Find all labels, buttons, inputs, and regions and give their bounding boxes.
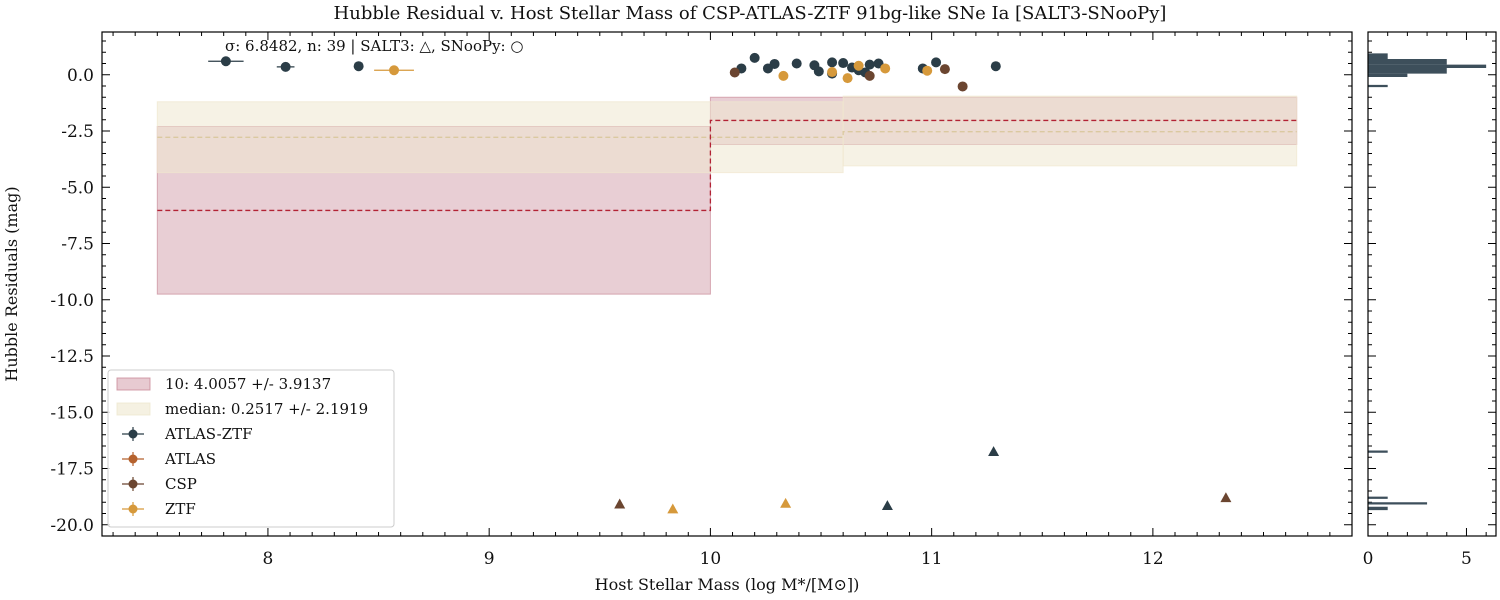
y-tick-label: 0.0 <box>67 66 94 86</box>
y-axis-label: Hubble Residuals (mag) <box>2 186 21 381</box>
stats-annotation: σ: 6.8482, n: 39 | SALT3: △, SNooPy: ○ <box>225 37 523 55</box>
histogram-bar-8 <box>1368 502 1428 505</box>
histogram-bar-6 <box>1368 450 1388 453</box>
legend-box <box>107 369 395 528</box>
hist-x-tick-label: 5 <box>1461 549 1472 569</box>
y-axis-ticks: 0.0 -2.5 -5.0 -7.5 -10.0 -12.5 -15.0 -17.5 -20.0 <box>50 40 1496 537</box>
point-circle-3-2 <box>827 67 838 78</box>
y-tick-label: -15.0 <box>50 403 94 423</box>
point-triangle-2-1 <box>1220 492 1232 503</box>
point-circle-2-0 <box>729 67 740 78</box>
x-tick-label: 8 <box>263 549 274 569</box>
histogram-bar-7 <box>1368 496 1388 499</box>
point-triangle-2-0 <box>614 498 626 509</box>
legend-label-0: 10: 4.0057 +/- 3.9137 <box>165 375 331 393</box>
point-triangle-3-1 <box>780 497 792 508</box>
median-step-line <box>157 131 1297 138</box>
y-tick-label: -10.0 <box>50 291 94 311</box>
point-triangle-0-1 <box>988 446 1000 457</box>
legend-swatch-dot-5 <box>128 504 138 514</box>
histogram-bar-0 <box>1368 53 1388 59</box>
point-circle-0-9 <box>813 66 824 77</box>
legend-label-5: ZTF <box>165 500 196 518</box>
x-tick-label: 9 <box>484 549 495 569</box>
point-circle-0-16 <box>864 59 875 70</box>
legend-swatch-dot-2 <box>128 429 138 439</box>
legend-swatch-dot-3 <box>128 454 138 464</box>
main-plot-frame <box>101 31 1353 537</box>
point-circle-0-19 <box>931 57 942 68</box>
point-circle-0-10 <box>827 57 838 68</box>
point-circle-3-3 <box>842 73 853 84</box>
point-circle-0-2 <box>353 61 364 72</box>
legend-swatch-band-1 <box>116 402 151 416</box>
y-tick-label: -7.5 <box>61 235 94 255</box>
point-circle-0-20 <box>990 61 1001 72</box>
histogram-bar-2 <box>1368 64 1487 68</box>
x-axis-label: Host Stellar Mass (log M*/[M⊙]) <box>595 575 860 594</box>
y-tick-label: -17.5 <box>50 460 94 480</box>
point-circle-0-6 <box>769 58 780 69</box>
mass-step-line <box>157 119 1297 212</box>
histogram-bar-9 <box>1368 506 1388 511</box>
legend-label-2: ATLAS-ZTF <box>164 425 253 443</box>
point-circle-3-0 <box>389 65 400 76</box>
legend-label-1: median: 0.2517 +/- 2.1919 <box>165 400 368 418</box>
y-tick-label: -12.5 <box>50 347 94 367</box>
step-band-3 <box>842 95 1298 167</box>
y-tick-label: -20.0 <box>50 516 94 536</box>
step-bands <box>156 95 1298 295</box>
histogram-bars <box>1368 53 1487 511</box>
step-lines <box>157 119 1297 212</box>
y-tick-label: -5.0 <box>61 178 94 198</box>
point-circle-0-0 <box>220 56 231 67</box>
step-band-2 <box>156 101 844 174</box>
main-plot-area: 8 9 10 11 12 0.0 -2.5 -5.0 -7.5 -10.0 -12.5 -15.0 -… <box>50 31 1496 569</box>
legend-label-3: ATLAS <box>164 450 216 468</box>
point-circle-0-7 <box>791 58 802 69</box>
point-circle-2-1 <box>864 70 875 81</box>
point-circle-2-3 <box>957 81 968 92</box>
legend: 10: 4.0057 +/- 3.9137 median: 0.2517 +/- … <box>107 369 395 528</box>
point-circle-0-4 <box>749 52 760 63</box>
point-circle-0-1 <box>280 61 291 72</box>
histogram-bar-3 <box>1368 68 1447 74</box>
x-axis-ticks: 8 9 10 11 12 <box>112 32 1331 569</box>
point-triangle-0-0 <box>881 500 893 511</box>
histogram-bar-4 <box>1368 73 1408 77</box>
data-points <box>208 52 1232 514</box>
histogram-bar-1 <box>1368 59 1447 65</box>
legend-swatch-band-0 <box>116 377 151 391</box>
histogram-bar-5 <box>1368 84 1388 88</box>
legend-label-4: CSP <box>165 475 197 493</box>
point-circle-3-4 <box>853 60 864 71</box>
hist-x-tick-label: 0 <box>1363 549 1374 569</box>
point-circle-0-12 <box>838 58 849 69</box>
point-triangle-3-0 <box>667 503 679 514</box>
point-circle-2-2 <box>939 64 950 75</box>
y-tick-label: -2.5 <box>61 122 94 142</box>
point-circle-3-6 <box>922 65 933 76</box>
histogram-frame <box>1367 31 1497 537</box>
chart-title: Hubble Residual v. Host Stellar Mass of … <box>334 3 1167 24</box>
point-circle-3-1 <box>778 70 789 81</box>
x-tick-label: 11 <box>921 549 943 569</box>
legend-swatch-dot-4 <box>128 479 138 489</box>
point-circle-3-5 <box>880 63 891 74</box>
x-tick-label: 12 <box>1142 549 1164 569</box>
x-tick-label: 10 <box>700 549 722 569</box>
